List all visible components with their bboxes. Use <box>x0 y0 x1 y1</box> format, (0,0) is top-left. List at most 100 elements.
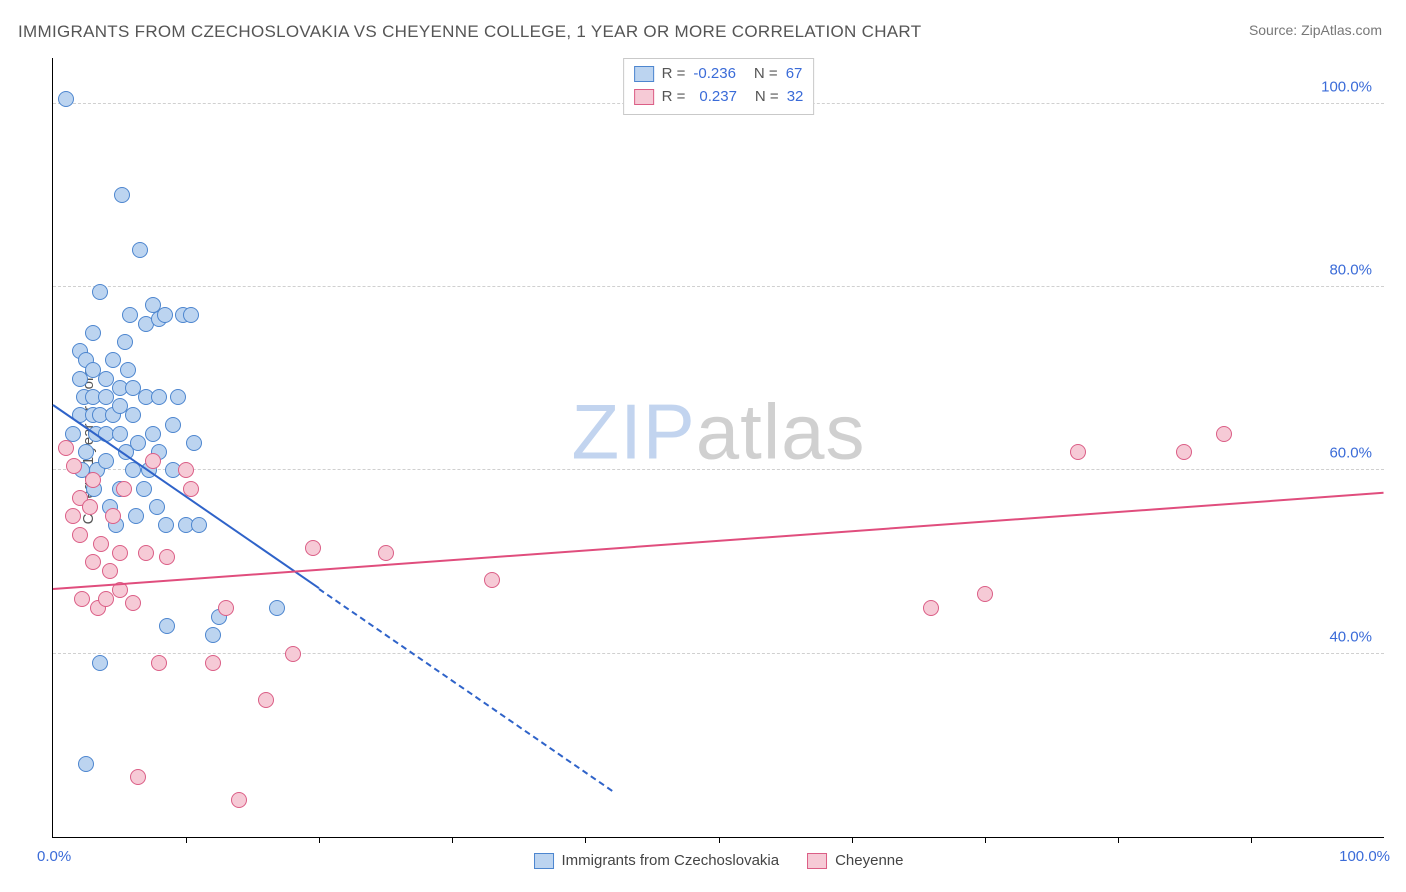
x-tick <box>719 837 720 843</box>
data-point-czech <box>165 417 181 433</box>
data-point-cheyenne <box>66 458 82 474</box>
x-tick <box>852 837 853 843</box>
data-point-cheyenne <box>1216 426 1232 442</box>
data-point-cheyenne <box>151 655 167 671</box>
data-point-czech <box>269 600 285 616</box>
data-point-czech <box>98 453 114 469</box>
legend-series: Immigrants from Czechoslovakia Cheyenne <box>534 852 904 869</box>
legend-label-czech: Immigrants from Czechoslovakia <box>562 852 780 869</box>
data-point-cheyenne <box>285 646 301 662</box>
legend-swatch-czech <box>634 66 654 82</box>
data-point-czech <box>92 284 108 300</box>
data-point-cheyenne <box>1070 444 1086 460</box>
legend-item-czech: Immigrants from Czechoslovakia <box>534 852 780 869</box>
data-point-czech <box>149 499 165 515</box>
data-point-czech <box>105 352 121 368</box>
data-point-cheyenne <box>205 655 221 671</box>
legend-swatch-icon <box>807 853 827 869</box>
data-point-cheyenne <box>305 540 321 556</box>
legend-row-cheyenne: R = 0.237 N = 32 <box>634 86 804 109</box>
data-point-cheyenne <box>1176 444 1192 460</box>
data-point-cheyenne <box>93 536 109 552</box>
y-tick-label: 40.0% <box>1321 628 1372 645</box>
data-point-czech <box>183 307 199 323</box>
data-point-czech <box>58 91 74 107</box>
data-point-czech <box>158 517 174 533</box>
legend-r-value-cheyenne: 0.237 <box>699 86 737 109</box>
data-point-cheyenne <box>258 692 274 708</box>
data-point-cheyenne <box>102 563 118 579</box>
data-point-czech <box>122 307 138 323</box>
data-point-czech <box>78 756 94 772</box>
data-point-czech <box>132 242 148 258</box>
data-point-czech <box>78 444 94 460</box>
legend-item-cheyenne: Cheyenne <box>807 852 903 869</box>
gridline <box>53 286 1384 287</box>
data-point-czech <box>130 435 146 451</box>
data-point-cheyenne <box>977 586 993 602</box>
data-point-cheyenne <box>85 472 101 488</box>
data-point-cheyenne <box>130 769 146 785</box>
data-point-cheyenne <box>145 453 161 469</box>
gridline <box>53 653 1384 654</box>
legend-r-label: R = <box>662 63 686 86</box>
data-point-cheyenne <box>218 600 234 616</box>
data-point-cheyenne <box>116 481 132 497</box>
data-point-czech <box>128 508 144 524</box>
data-point-cheyenne <box>138 545 154 561</box>
legend-row-czech: R = -0.236 N = 67 <box>634 63 804 86</box>
data-point-cheyenne <box>378 545 394 561</box>
legend-n-value-czech: 67 <box>786 63 803 86</box>
source-label: Source: ZipAtlas.com <box>1249 22 1382 38</box>
data-point-czech <box>145 426 161 442</box>
data-point-cheyenne <box>178 462 194 478</box>
data-point-cheyenne <box>159 549 175 565</box>
data-point-czech <box>157 307 173 323</box>
x-tick <box>585 837 586 843</box>
legend-n-label: N = <box>754 63 778 86</box>
legend-label-cheyenne: Cheyenne <box>835 852 903 869</box>
x-tick <box>1118 837 1119 843</box>
data-point-cheyenne <box>74 591 90 607</box>
data-point-cheyenne <box>85 554 101 570</box>
y-tick-label: 80.0% <box>1321 262 1372 279</box>
x-tick <box>452 837 453 843</box>
trend-line <box>319 588 613 791</box>
data-point-cheyenne <box>72 527 88 543</box>
data-point-czech <box>159 618 175 634</box>
legend-r-value-czech: -0.236 <box>693 63 736 86</box>
data-point-cheyenne <box>82 499 98 515</box>
x-tick-min: 0.0% <box>37 848 71 865</box>
legend-r-label: R = <box>662 86 686 109</box>
data-point-cheyenne <box>65 508 81 524</box>
data-point-cheyenne <box>231 792 247 808</box>
x-tick-max: 100.0% <box>1339 848 1390 865</box>
chart-title: IMMIGRANTS FROM CZECHOSLOVAKIA VS CHEYEN… <box>18 22 921 42</box>
data-point-cheyenne <box>112 545 128 561</box>
x-tick <box>985 837 986 843</box>
legend-swatch-cheyenne <box>634 89 654 105</box>
data-point-czech <box>191 517 207 533</box>
chart-area: ZIPatlas R = -0.236 N = 67 R = 0.237 N =… <box>52 58 1384 838</box>
legend-swatch-icon <box>534 853 554 869</box>
x-tick <box>319 837 320 843</box>
data-point-czech <box>151 389 167 405</box>
legend-stats: R = -0.236 N = 67 R = 0.237 N = 32 <box>623 58 815 115</box>
data-point-czech <box>170 389 186 405</box>
x-tick <box>1251 837 1252 843</box>
data-point-czech <box>120 362 136 378</box>
y-tick-label: 100.0% <box>1313 78 1372 95</box>
legend-n-label: N = <box>755 86 779 109</box>
y-tick-label: 60.0% <box>1321 445 1372 462</box>
data-point-czech <box>114 187 130 203</box>
data-point-czech <box>205 627 221 643</box>
data-point-cheyenne <box>923 600 939 616</box>
gridline <box>53 469 1384 470</box>
data-point-cheyenne <box>484 572 500 588</box>
x-tick <box>186 837 187 843</box>
watermark: ZIPatlas <box>571 386 865 477</box>
data-point-czech <box>85 325 101 341</box>
data-point-cheyenne <box>105 508 121 524</box>
data-point-czech <box>92 655 108 671</box>
data-point-czech <box>125 407 141 423</box>
